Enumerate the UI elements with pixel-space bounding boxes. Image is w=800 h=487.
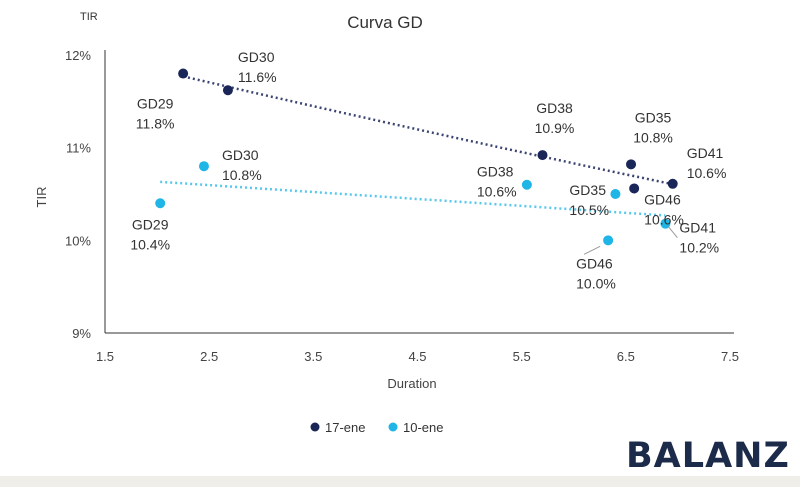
point-10-ene-GD38 (521, 179, 532, 190)
x-tick-label: 3.5 (304, 349, 322, 364)
data-label-name: GD30 (238, 49, 275, 65)
point-17-ene-GD30 (222, 85, 233, 96)
data-label-name: GD38 (536, 100, 573, 116)
axes: 1.5 2.5 3.5 4.5 5.5 6.5 7.5 9% 10% 11% 12% (65, 48, 739, 364)
data-label-value: 10.8% (222, 167, 262, 183)
y-tick-label: 11% (66, 141, 91, 156)
point-10-ene-GD35 (610, 189, 621, 199)
bottom-strip (0, 476, 800, 487)
data-label-value: 11.6% (238, 69, 277, 85)
x-tick-label: 4.5 (408, 349, 426, 364)
legend: 17-ene 10-ene (310, 420, 443, 435)
data-labels: GD29 11.8% GD30 11.6% GD38 10.9% GD35 10.8% GD46… (130, 49, 726, 291)
x-tick-label: 7.5 (721, 349, 739, 364)
leader-line (668, 226, 678, 238)
data-label-value: 10.8% (633, 129, 673, 145)
point-17-ene-GD38 (537, 150, 548, 161)
data-label-value: 10.6% (477, 184, 517, 200)
data-label-value: 10.0% (576, 275, 616, 291)
leader-line (583, 245, 601, 255)
data-label-name: GD35 (635, 109, 672, 125)
chart-title: Curva GD (347, 13, 423, 32)
data-label-name: GD41 (679, 220, 716, 236)
trendline-17-ene (182, 75, 673, 186)
x-tick-label: 2.5 (200, 349, 218, 364)
data-label-name: GD29 (137, 96, 174, 112)
legend-label: 10-ene (403, 420, 443, 435)
trendline-10-ene (160, 180, 666, 217)
chart-card (0, 0, 800, 476)
point-17-ene-GD41 (667, 178, 678, 189)
data-label-name: GD41 (687, 145, 724, 161)
data-label-name: GD46 (576, 255, 613, 271)
point-10-ene-GD46 (603, 235, 614, 246)
x-tick-label: 1.5 (96, 349, 114, 364)
y-unit-label: TIR (80, 11, 98, 23)
point-10-ene-GD29 (155, 198, 166, 209)
trendlines (160, 75, 673, 217)
data-points (155, 68, 678, 246)
y-tick-label: 9% (72, 326, 91, 341)
data-label-name: GD38 (477, 164, 514, 180)
legend-label: 17-ene (325, 420, 365, 435)
data-label-value: 10.6% (687, 165, 727, 181)
data-label-name: GD29 (132, 216, 169, 232)
y-tick-label: 10% (65, 233, 91, 248)
point-17-ene-GD46 (629, 183, 640, 194)
point-10-ene-GD30 (198, 161, 209, 172)
data-label-value: 11.8% (136, 116, 175, 132)
x-tick-label: 5.5 (513, 349, 531, 364)
x-axis-label: Duration (387, 376, 436, 391)
balanz-logo: BALANZ (626, 436, 790, 476)
data-label-name: GD46 (644, 191, 681, 207)
y-tick-label: 12% (65, 48, 91, 63)
data-label-value: 10.6% (644, 211, 684, 227)
data-label-value: 10.2% (679, 240, 719, 256)
point-17-ene-GD35 (626, 159, 637, 170)
legend-marker-17-ene (310, 422, 320, 432)
data-label-value: 10.9% (535, 120, 575, 136)
data-label-name: GD30 (222, 147, 259, 163)
x-tick-label: 6.5 (617, 349, 635, 364)
data-label-value: 10.5% (569, 202, 609, 218)
y-axis-label: TIR (34, 187, 49, 208)
legend-marker-10-ene (388, 422, 398, 432)
data-label-name: GD35 (569, 182, 606, 198)
point-10-ene-GD41 (660, 218, 671, 229)
point-17-ene-GD29 (178, 68, 189, 79)
data-label-value: 10.4% (130, 236, 170, 252)
